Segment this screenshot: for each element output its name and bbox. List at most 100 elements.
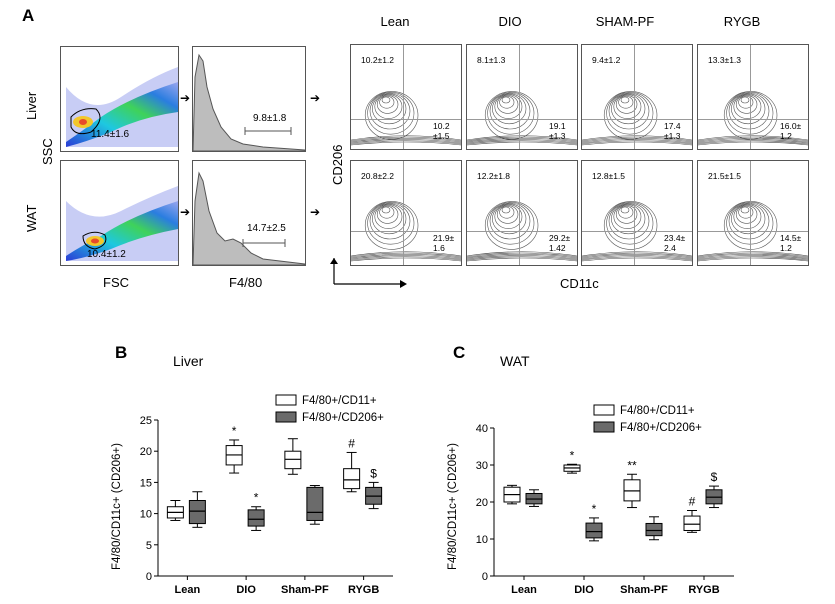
panel-b-title: Liver <box>173 353 204 369</box>
box-plot-box <box>343 468 361 490</box>
arrow-icon: ➔ <box>310 91 321 105</box>
contour-lines <box>351 201 461 262</box>
y-tick-label: 15 <box>140 477 152 489</box>
panel-b-letter: B <box>115 343 128 362</box>
y-tick-label: 30 <box>476 460 488 472</box>
histogram-liver: 9.8±1.8 <box>192 46 306 152</box>
gate-line-vertical <box>519 45 520 149</box>
quadrant-value-bottom-right: 23.4± 2.4 <box>664 233 686 253</box>
fsc-axis-label: FSC <box>103 275 129 290</box>
scatter-density-wat <box>66 186 178 261</box>
box-plot-box <box>306 486 324 521</box>
x-tick-label: RYGB <box>688 584 719 596</box>
gate-line-horizontal <box>351 231 461 232</box>
row-label-wat: WAT <box>24 204 39 232</box>
quadrant-value-top-left: 13.3±1.3 <box>708 55 742 65</box>
gate-line-horizontal <box>582 119 692 120</box>
contour-plot: 20.8±2.2 21.9± 1.6 <box>350 160 462 266</box>
quadrant-value-top-left: 12.8±1.5 <box>592 171 626 181</box>
x-tick-label: Sham-PF <box>620 584 668 596</box>
scatter-density-liver <box>66 67 178 147</box>
panel-b-ylabel: F4/80/CD11c+ (CD206+) <box>111 443 123 570</box>
x-tick-label: DIO <box>574 584 594 596</box>
quadrant-value-bottom-right: 16.0± 1.2 <box>780 121 802 141</box>
quadrant-value-top-left: 12.2±1.8 <box>477 171 511 181</box>
legend-swatch <box>593 421 615 433</box>
panel-c-title: WAT <box>500 353 530 369</box>
gate-line-vertical <box>750 45 751 149</box>
panel-c-letter: C <box>453 343 466 362</box>
box-plot-box <box>247 509 265 527</box>
y-tick-label: 10 <box>140 509 152 521</box>
quadrant-value-top-left: 9.4±1.2 <box>592 55 621 65</box>
contour-lines <box>582 201 692 262</box>
quadrant-value-bottom-right: 14.5± 1.2 <box>780 233 802 253</box>
row-label-liver: Liver <box>24 91 39 120</box>
y-tick-label: 25 <box>140 415 152 427</box>
group-label-lean: Lean <box>380 14 410 29</box>
significance-marker: * <box>254 491 259 505</box>
contour-plot: 9.4±1.2 17.4 ±1.3 <box>581 44 693 150</box>
quadrant-value-bottom-right: 10.2 ±1.5 <box>433 121 450 141</box>
histogram-curve-liver <box>193 53 305 151</box>
gate-line-horizontal <box>698 119 808 120</box>
x-tick-label: DIO <box>236 584 256 596</box>
arrow-icon: ➔ <box>310 205 321 219</box>
gate-line-horizontal <box>351 119 461 120</box>
scatter-gate-value-wat: 10.4±1.2 <box>87 249 126 260</box>
gate-line-vertical <box>634 45 635 149</box>
legend-label: F4/80+/CD11+ <box>302 395 377 407</box>
significance-marker: $ <box>711 470 718 484</box>
y-tick-label: 20 <box>140 446 152 458</box>
gate-line-horizontal <box>582 231 692 232</box>
significance-marker: ** <box>627 458 637 472</box>
legend-label: F4/80+/CD206+ <box>620 422 702 434</box>
scatter-plot-liver: 11.4±1.6 <box>60 46 179 152</box>
box-plot-liver: 0 5 10 15 20 25 Lean DIO * * Sham-PF RYGB # $ F4/80+/C… <box>140 394 393 596</box>
arrow-icon: ➔ <box>180 205 191 219</box>
quadrant-value-top-left: 20.8±2.2 <box>361 171 395 181</box>
significance-marker: * <box>570 448 575 462</box>
gate-line-vertical <box>403 45 404 149</box>
quadrant-value-bottom-right: 17.4 ±1.3 <box>664 121 681 141</box>
legend-label: F4/80+/CD11+ <box>620 405 695 417</box>
quadrant-value-bottom-right: 21.9± 1.6 <box>433 233 455 253</box>
significance-marker: # <box>689 495 696 509</box>
contour-plot: 13.3±1.3 16.0± 1.2 <box>697 44 809 150</box>
significance-marker: $ <box>370 466 377 480</box>
contour-plot: 21.5±1.5 14.5± 1.2 <box>697 160 809 266</box>
f480-axis-label: F4/80 <box>229 275 263 290</box>
panel-a-letter: A <box>22 6 35 25</box>
box-plot-box <box>188 499 206 525</box>
quadrant-value-bottom-right: 29.2± 1.42 <box>549 233 571 253</box>
box-plot-box <box>585 522 603 539</box>
contour-plot: 10.2±1.2 10.2 ±1.5 <box>350 44 462 150</box>
group-label-dio: DIO <box>498 14 522 29</box>
gate-line-vertical <box>403 161 404 265</box>
y-tick-label: 0 <box>482 571 488 583</box>
scatter-gate-value-liver: 11.4±1.6 <box>91 129 130 140</box>
y-tick-label: 40 <box>476 423 488 435</box>
quadrant-value-top-left: 21.5±1.5 <box>708 171 742 181</box>
quadrant-value-top-left: 10.2±1.2 <box>361 55 395 65</box>
gate-line-horizontal <box>467 119 577 120</box>
hist-gate-value-wat: 14.7±2.5 <box>247 223 286 234</box>
contour-lines <box>582 91 692 146</box>
axis-corner-arrow-icon <box>330 258 407 288</box>
hist-gate-value-liver: 9.8±1.8 <box>253 113 287 124</box>
y-tick-label: 0 <box>146 571 152 583</box>
legend-swatch <box>593 404 615 416</box>
ssc-axis-label: SSC <box>40 138 55 165</box>
x-tick-label: Lean <box>175 584 201 596</box>
contour-plot: 12.8±1.5 23.4± 2.4 <box>581 160 693 266</box>
box-plot-box <box>645 522 663 537</box>
x-tick-label: Sham-PF <box>281 584 329 596</box>
cd206-axis-label: CD206 <box>330 144 345 185</box>
contour-lines <box>351 91 461 146</box>
group-label-sham-pf: SHAM-PF <box>595 14 655 29</box>
legend-swatch <box>275 394 297 406</box>
quadrant-value-bottom-right: 19.1 ±1.3 <box>549 121 566 141</box>
histogram-wat: 14.7±2.5 <box>192 160 306 266</box>
significance-marker: * <box>232 424 237 438</box>
